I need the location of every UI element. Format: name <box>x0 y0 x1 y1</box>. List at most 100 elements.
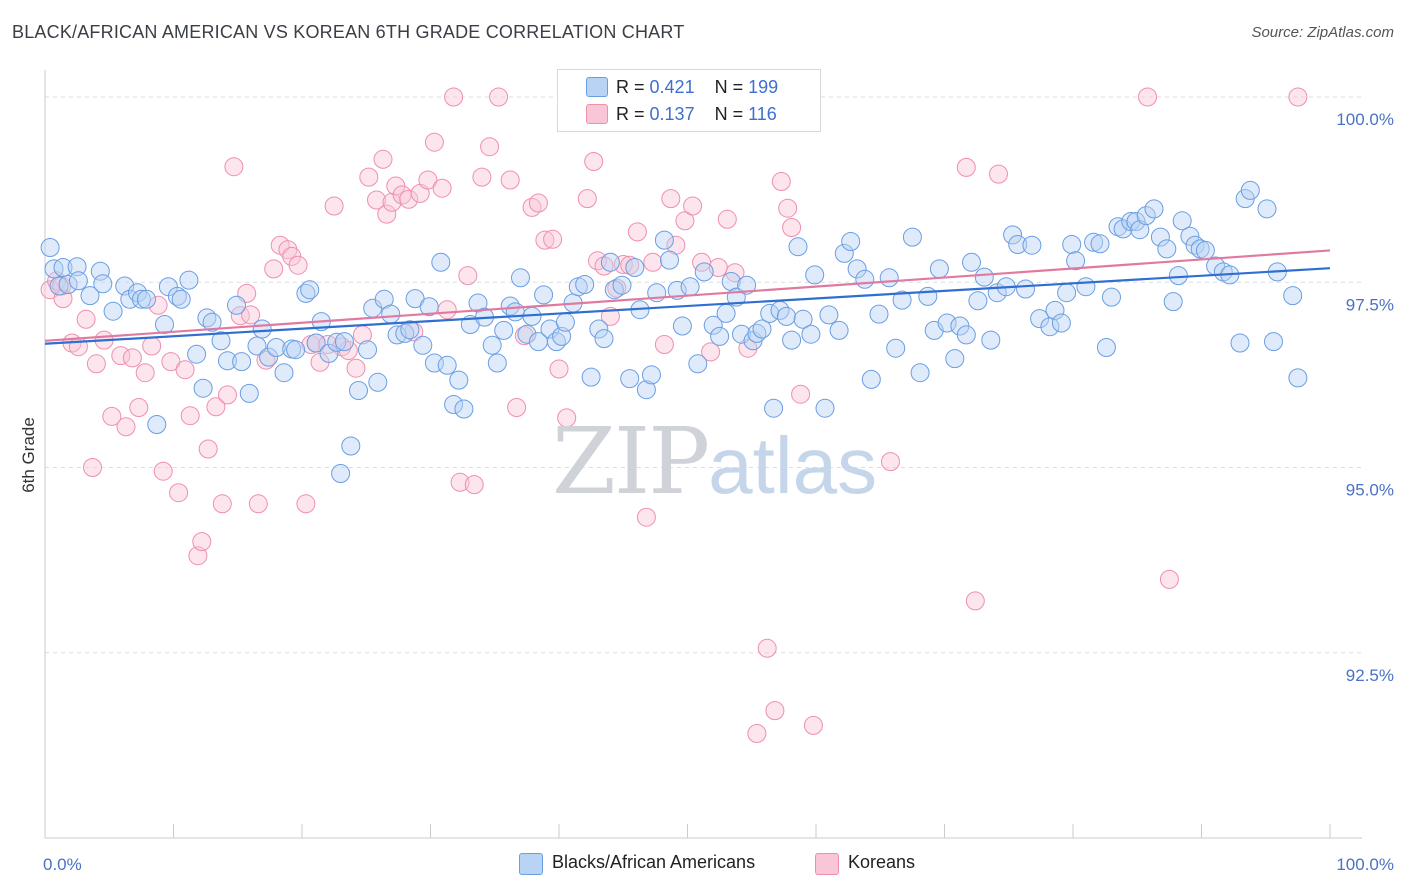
black-point <box>847 259 867 279</box>
legend-n-label: N = <box>714 76 744 97</box>
black-point <box>594 329 614 349</box>
korean-point <box>256 350 276 370</box>
korean-point <box>620 255 640 275</box>
black-point <box>589 319 609 339</box>
chart-title: BLACK/AFRICAN AMERICAN VS KOREAN 6TH GRA… <box>12 22 685 42</box>
korean-point <box>683 196 703 216</box>
black-point <box>1150 227 1170 247</box>
korean-point <box>192 532 212 552</box>
black-point <box>974 267 994 287</box>
korean-point <box>367 190 386 210</box>
black-point <box>534 285 554 305</box>
series-swatch-pink <box>815 853 839 875</box>
black-point <box>218 351 237 371</box>
black-point <box>1022 235 1042 255</box>
korean-point <box>161 352 181 372</box>
black-point <box>886 338 906 358</box>
korean-point <box>757 638 777 658</box>
korean-point <box>675 211 695 231</box>
korean-point <box>212 494 232 514</box>
korean-point <box>636 507 656 527</box>
korean-point <box>989 164 1008 184</box>
korean-point <box>549 359 569 379</box>
black-point <box>981 330 1001 350</box>
black-point <box>517 324 537 344</box>
y-axis-title: 6th Grade <box>19 417 38 493</box>
korean-point <box>778 198 798 218</box>
black-point <box>710 326 730 346</box>
black-point <box>252 319 272 339</box>
korean-point <box>557 408 577 428</box>
black-point <box>431 252 451 272</box>
korean-point <box>535 230 555 250</box>
black-point <box>274 363 294 383</box>
black-point <box>120 289 140 309</box>
black-point <box>1288 368 1308 388</box>
korean-point <box>153 461 173 481</box>
black-point <box>419 297 439 317</box>
korean-point <box>600 306 620 326</box>
black-point <box>1030 309 1050 329</box>
black-point <box>58 275 78 294</box>
black-point <box>788 237 808 257</box>
black-point <box>956 325 976 345</box>
korean-point <box>881 452 900 472</box>
black-point <box>1144 199 1164 219</box>
black-point <box>137 289 156 309</box>
black-point <box>211 331 231 351</box>
korean-point <box>116 417 136 437</box>
korean-point <box>627 222 647 242</box>
black-point <box>776 306 796 326</box>
black-point <box>879 268 899 288</box>
legend-r-value-blue: 0.421 <box>649 76 695 97</box>
black-point <box>612 275 632 295</box>
korean-point <box>86 354 106 374</box>
black-point <box>327 332 347 352</box>
korean-point <box>1159 569 1179 589</box>
stats-legend: R = 0.421 N = 199 R = 0.137 N = 116 <box>557 69 821 132</box>
black-point <box>660 250 679 270</box>
y-tick-label: 92.5% <box>1346 666 1394 685</box>
black-point <box>945 349 965 369</box>
black-point <box>500 296 520 316</box>
black-point <box>171 289 191 309</box>
korean-point <box>198 439 218 459</box>
black-point <box>680 277 700 297</box>
black-point <box>80 286 100 306</box>
black-point <box>468 293 488 313</box>
black-point <box>259 347 279 367</box>
legend-r-label: R = <box>616 76 645 97</box>
black-point <box>654 230 674 250</box>
korean-point <box>224 157 244 177</box>
black-point <box>1096 338 1116 357</box>
korean-point <box>584 152 604 171</box>
black-point <box>1172 211 1192 231</box>
black-point <box>93 274 113 294</box>
black-point <box>1016 279 1035 299</box>
black-point <box>494 320 514 340</box>
source-label: Source: ZipAtlas.com <box>1251 24 1394 41</box>
black-points <box>40 180 1308 483</box>
black-point <box>1264 332 1283 352</box>
korean-point <box>965 591 985 611</box>
korean-point <box>791 384 811 404</box>
series-label-blue: Blacks/African Americans <box>552 852 756 872</box>
black-point <box>232 352 252 372</box>
korean-point <box>1288 87 1308 107</box>
korean-point <box>528 193 548 213</box>
black-point <box>546 332 566 352</box>
korean-point <box>148 295 168 315</box>
korean-point <box>803 715 823 735</box>
black-point <box>413 335 433 355</box>
korean-points <box>40 87 1308 743</box>
black-point <box>247 336 267 356</box>
black-point <box>721 272 741 291</box>
legend-r-label: R = <box>616 103 645 124</box>
black-point <box>296 283 316 303</box>
korean-point <box>701 342 721 362</box>
black-point <box>555 312 575 332</box>
y-tick-label: 95.0% <box>1346 481 1394 500</box>
x-ticks <box>44 824 1331 838</box>
black-point <box>239 383 259 403</box>
korean-point <box>175 360 195 380</box>
